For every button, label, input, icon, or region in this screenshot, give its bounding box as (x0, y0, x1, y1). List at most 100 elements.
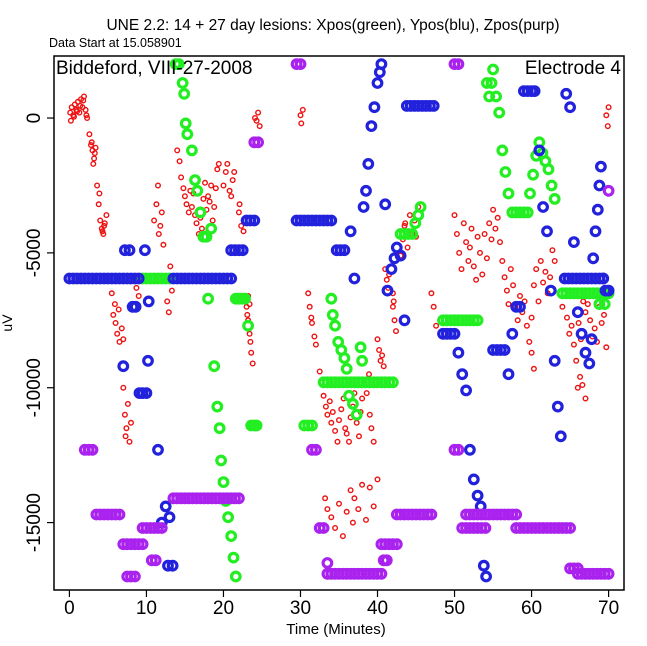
green-data-point (329, 319, 342, 332)
red-data-point (153, 201, 160, 208)
blue-data-point (344, 225, 357, 238)
green-data-point (229, 570, 242, 583)
red-data-point (247, 338, 254, 345)
blue-data-point (568, 236, 580, 249)
purple-data-point (452, 58, 465, 70)
blue-data-point (544, 284, 557, 297)
blue-data-point (464, 443, 476, 456)
red-data-point (256, 123, 263, 130)
red-data-point (154, 182, 161, 189)
red-data-point (94, 182, 101, 189)
green-data-point (548, 192, 561, 205)
green-data-point (191, 184, 204, 197)
red-data-point (499, 258, 506, 265)
purple-data-point (479, 522, 492, 534)
blue-data-point (498, 344, 511, 356)
green-data-point (338, 352, 351, 365)
blue-data-point (575, 327, 588, 340)
red-data-point (200, 195, 207, 202)
red-data-point (477, 249, 484, 256)
red-data-point (377, 357, 384, 364)
red-data-point (112, 320, 119, 327)
green-data-point (185, 144, 198, 157)
red-data-point (468, 225, 475, 232)
blue-data-point (502, 368, 515, 381)
green-data-point (350, 408, 363, 421)
red-data-point (406, 212, 413, 219)
blue-data-point (163, 511, 176, 524)
red-data-point (297, 112, 304, 119)
blue-data-point (456, 368, 469, 381)
red-data-point (208, 182, 215, 189)
red-data-point (116, 338, 123, 345)
green-data-point (499, 166, 512, 178)
blue-data-point (381, 284, 394, 297)
red-data-point (82, 106, 89, 113)
blue-data-point (248, 214, 261, 227)
red-data-point (540, 279, 547, 286)
green-data-point (490, 90, 503, 103)
blue-data-point (379, 198, 392, 211)
red-data-point (121, 411, 128, 418)
red-data-point (249, 360, 256, 367)
red-data-point (507, 266, 514, 273)
red-data-point (526, 338, 533, 345)
purple-data-point (317, 522, 330, 534)
red-data-point (120, 336, 127, 343)
red-data-point (328, 419, 335, 426)
red-series-points (67, 93, 612, 540)
blue-data-point (371, 77, 384, 89)
purple-data-point (136, 538, 149, 551)
blue-data-point (427, 99, 440, 112)
y-tick-label: -5000 (24, 229, 45, 278)
red-data-point (309, 320, 316, 327)
red-data-point (368, 425, 375, 432)
red-data-point (343, 430, 350, 437)
blue-data-point (398, 314, 411, 327)
green-data-point (215, 454, 228, 467)
y-axis-label: uV (0, 314, 15, 332)
blue-data-point (138, 244, 151, 257)
purple-data-point (310, 443, 322, 456)
red-data-point (393, 328, 400, 335)
red-data-point (530, 282, 537, 289)
red-data-point (374, 336, 381, 343)
red-data-point (185, 209, 192, 216)
red-data-point (209, 217, 216, 224)
x-tick-label: 30 (290, 598, 311, 619)
red-data-point (336, 500, 343, 507)
red-data-point (308, 314, 315, 321)
red-data-point (559, 303, 566, 310)
x-tick-label: 20 (213, 598, 234, 619)
red-data-point (428, 290, 435, 297)
red-data-point (212, 185, 219, 192)
red-data-point (201, 179, 208, 186)
blue-data-point (360, 184, 372, 197)
green-data-point (208, 360, 221, 373)
red-data-point (151, 217, 158, 224)
blue-data-point (595, 160, 607, 173)
green-data-point (189, 174, 201, 187)
red-data-point (342, 425, 349, 432)
red-data-point (603, 344, 610, 351)
red-data-point (176, 158, 183, 165)
red-data-point (430, 303, 437, 310)
blue-data-point (477, 559, 490, 572)
blue-data-point (365, 120, 378, 132)
red-data-point (370, 438, 377, 445)
red-data-point (486, 220, 493, 227)
red-data-point (122, 433, 129, 440)
red-data-point (238, 222, 245, 229)
red-data-point (326, 398, 333, 405)
red-data-point (470, 263, 477, 270)
blue-data-point (159, 500, 172, 513)
y-tick-label: -15000 (24, 493, 45, 552)
red-data-point (568, 322, 575, 329)
purple-data-point (510, 508, 523, 521)
red-data-point (164, 298, 171, 305)
red-data-point (528, 349, 535, 356)
red-data-point (108, 290, 115, 297)
green-data-point (598, 298, 611, 311)
blue-data-point (537, 201, 549, 213)
red-data-point (389, 303, 396, 310)
